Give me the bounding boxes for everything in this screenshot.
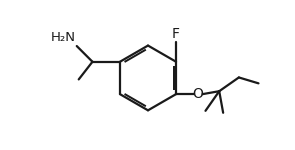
Text: H₂N: H₂N bbox=[51, 31, 76, 44]
Text: O: O bbox=[192, 87, 203, 101]
Text: F: F bbox=[172, 27, 180, 41]
